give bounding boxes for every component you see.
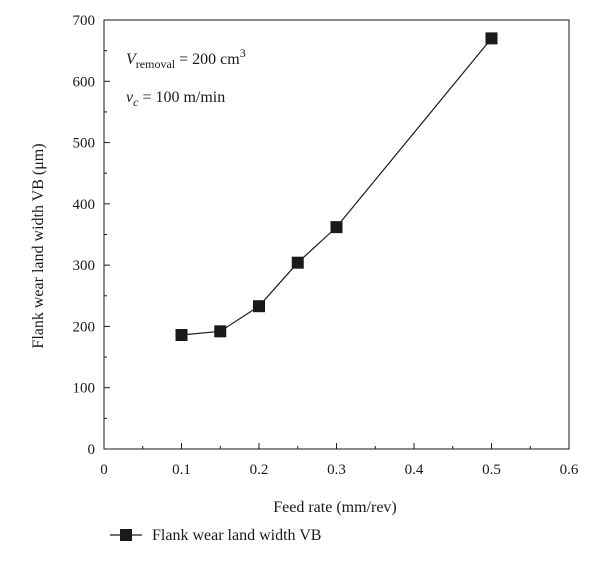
legend: Flank wear land width VB xyxy=(110,527,321,544)
data-point xyxy=(175,329,188,342)
x-tick-label: 0.3 xyxy=(327,462,346,478)
y-axis: 0 100 200 300 400 500 600 700 xyxy=(73,13,110,458)
y-axis-title: Flank wear land width VB (μm) xyxy=(30,143,47,348)
plot-border xyxy=(103,19,570,450)
y-tick-label: 600 xyxy=(73,74,96,90)
y-tick-label: 400 xyxy=(73,197,96,213)
data-point xyxy=(485,32,498,45)
data-point xyxy=(330,221,343,234)
annotations: Vremoval = 200 cm3 vc = 100 m/min xyxy=(126,46,246,109)
series-lines xyxy=(181,38,492,336)
data-point xyxy=(253,300,265,313)
series-line xyxy=(181,38,492,336)
x-axis-title: Feed rate (mm/rev) xyxy=(273,499,397,516)
legend-label: Flank wear land width VB xyxy=(152,527,321,544)
x-tick-label: 0.6 xyxy=(560,462,579,478)
data-point xyxy=(291,256,304,269)
plot-frame xyxy=(103,19,570,450)
y-tick-label: 100 xyxy=(73,381,96,397)
annotation-1: Vremoval = 200 cm3 xyxy=(126,46,246,71)
legend-marker xyxy=(120,529,132,541)
y-tick-label: 200 xyxy=(73,319,96,335)
y-tick-label: 700 xyxy=(73,13,96,29)
x-axis: 0 0.1 0.2 0.3 0.4 0.5 0.6 xyxy=(100,443,579,478)
y-tick-label: 500 xyxy=(73,136,96,152)
y-tick-label: 0 xyxy=(88,442,96,458)
annotation-2: vc = 100 m/min xyxy=(126,89,225,109)
y-tick-label: 300 xyxy=(73,258,96,274)
data-point xyxy=(214,325,227,338)
x-tick-label: 0 xyxy=(100,462,108,478)
x-tick-label: 0.5 xyxy=(482,462,501,478)
x-tick-label: 0.2 xyxy=(250,462,269,478)
x-tick-label: 0.1 xyxy=(172,462,191,478)
x-tick-label: 0.4 xyxy=(405,462,424,478)
series-markers xyxy=(175,32,498,342)
